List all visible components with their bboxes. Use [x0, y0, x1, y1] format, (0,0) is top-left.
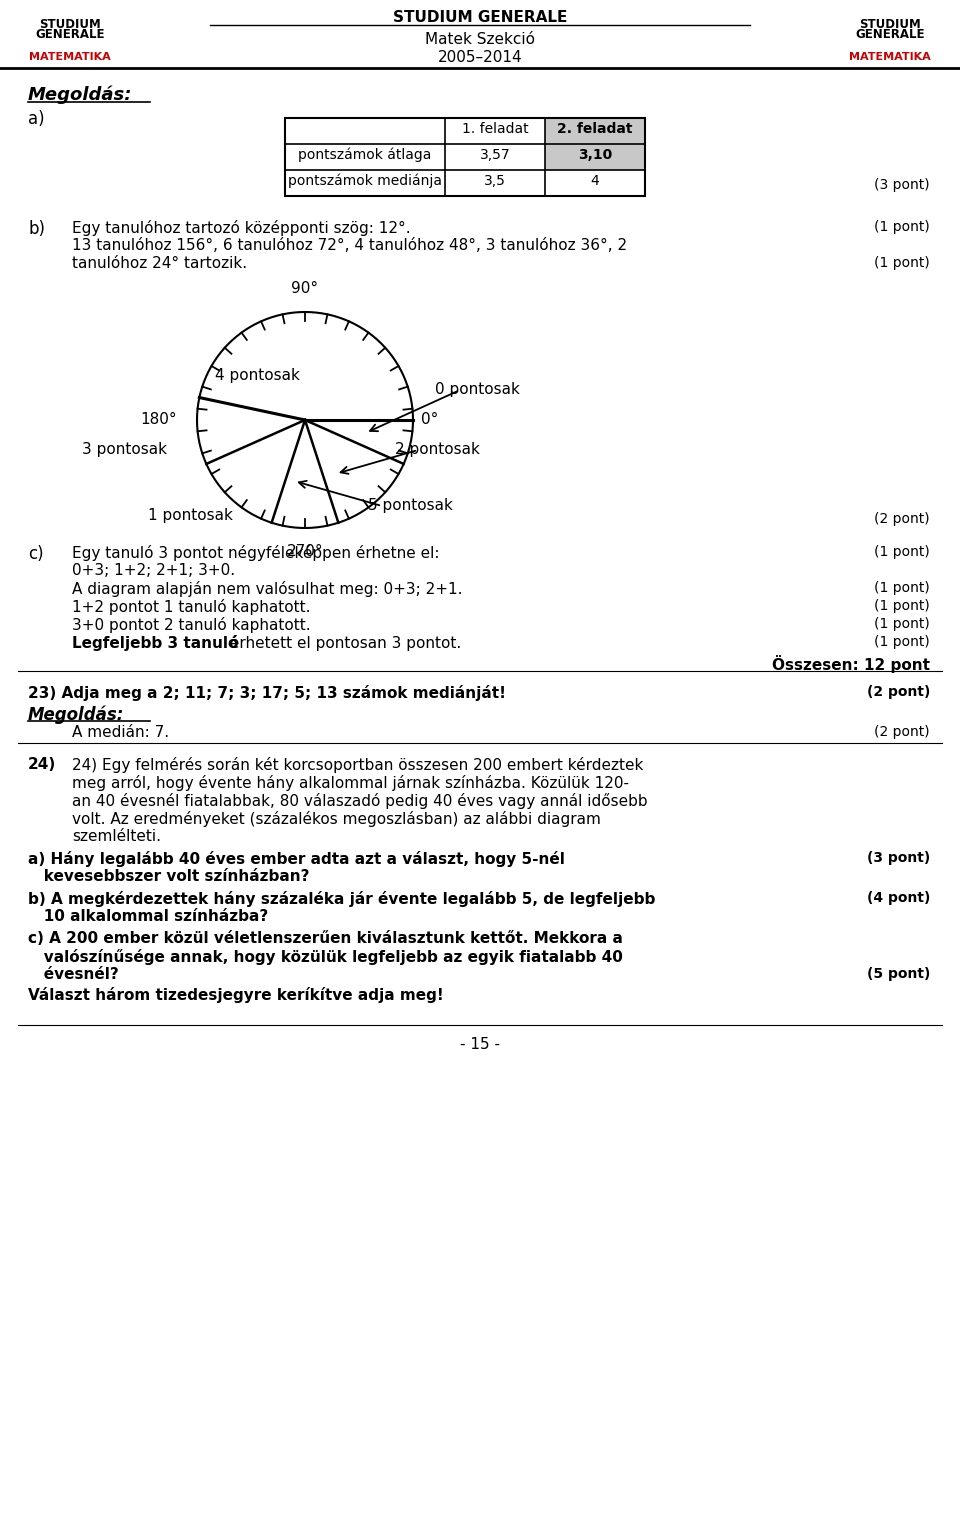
Text: tanulóhoz 24° tartozik.: tanulóhoz 24° tartozik.: [72, 256, 247, 271]
Text: érhetett el pontosan 3 pontot.: érhetett el pontosan 3 pontot.: [225, 635, 461, 651]
Text: (3 pont): (3 pont): [867, 851, 930, 865]
Bar: [545, 118, 645, 144]
Text: 0+3; 1+2; 2+1; 3+0.: 0+3; 1+2; 2+1; 3+0.: [72, 564, 235, 579]
Text: Egy tanuló 3 pontot négyféleképpen érhetne el:: Egy tanuló 3 pontot négyféleképpen érhet…: [72, 545, 440, 561]
Text: 1. feladat: 1. feladat: [462, 123, 528, 136]
Bar: [285, 118, 645, 195]
Text: 24): 24): [28, 758, 57, 773]
Text: 2 pontosak: 2 pontosak: [395, 442, 480, 458]
Text: Matek Szekció: Matek Szekció: [425, 32, 535, 47]
Text: (4 pont): (4 pont): [867, 891, 930, 904]
Text: 3,57: 3,57: [480, 148, 511, 162]
Text: GENERALE: GENERALE: [36, 27, 105, 41]
Text: 4 pontosak: 4 pontosak: [215, 368, 300, 383]
Text: Megoldás:: Megoldás:: [28, 85, 132, 103]
Text: (1 pont): (1 pont): [875, 617, 930, 632]
Text: 1+2 pontot 1 tanuló kaphatott.: 1+2 pontot 1 tanuló kaphatott.: [72, 598, 310, 615]
Text: valószínűsége annak, hogy közülük legfeljebb az egyik fiatalabb 40: valószínűsége annak, hogy közülük legfel…: [28, 948, 623, 965]
Text: Egy tanulóhoz tartozó középponti szög: 12°.: Egy tanulóhoz tartozó középponti szög: 1…: [72, 220, 411, 236]
Text: (5 pont): (5 pont): [867, 967, 930, 982]
Text: (1 pont): (1 pont): [875, 220, 930, 233]
Bar: [545, 144, 645, 170]
Text: 90°: 90°: [292, 280, 319, 295]
Text: 10 alkalommal színházba?: 10 alkalommal színházba?: [28, 909, 268, 924]
Text: 3,5: 3,5: [484, 174, 506, 188]
Text: (1 pont): (1 pont): [875, 598, 930, 614]
Text: 24) Egy felmérés során két korcsoportban összesen 200 embert kérdeztek: 24) Egy felmérés során két korcsoportban…: [72, 758, 643, 773]
Text: szemlélteti.: szemlélteti.: [72, 829, 161, 844]
Text: 2005–2014: 2005–2014: [438, 50, 522, 65]
Text: Összesen: 12 pont: Összesen: 12 pont: [772, 654, 930, 673]
Text: 4: 4: [590, 174, 599, 188]
Text: (1 pont): (1 pont): [875, 545, 930, 559]
Text: 1 pontosak: 1 pontosak: [148, 508, 232, 523]
Text: 13 tanulóhoz 156°, 6 tanulóhoz 72°, 4 tanulóhoz 48°, 3 tanulóhoz 36°, 2: 13 tanulóhoz 156°, 6 tanulóhoz 72°, 4 ta…: [72, 238, 627, 253]
Text: c): c): [28, 545, 43, 564]
Text: 3,10: 3,10: [578, 148, 612, 162]
Text: GENERALE: GENERALE: [855, 27, 924, 41]
Text: (2 pont): (2 pont): [867, 685, 930, 698]
Text: MATEMATIKA: MATEMATIKA: [850, 52, 931, 62]
Text: STUDIUM: STUDIUM: [859, 18, 921, 30]
Text: pontszámok mediánja: pontszámok mediánja: [288, 174, 442, 188]
Text: a) Hány legalább 40 éves ember adta azt a választ, hogy 5-nél: a) Hány legalább 40 éves ember adta azt …: [28, 851, 564, 867]
Text: A medián: 7.: A medián: 7.: [72, 726, 169, 739]
Text: 180°: 180°: [140, 412, 177, 427]
Text: Legfeljebb 3 tanuló: Legfeljebb 3 tanuló: [72, 635, 238, 651]
Text: c) A 200 ember közül véletlenszerűen kiválasztunk kettőt. Mekkora a: c) A 200 ember közül véletlenszerűen kiv…: [28, 932, 623, 945]
Text: 270°: 270°: [287, 544, 324, 559]
Text: b): b): [28, 220, 45, 238]
Text: (1 pont): (1 pont): [875, 635, 930, 648]
Text: évesnél?: évesnél?: [28, 967, 119, 982]
Text: - 15 -: - 15 -: [460, 1036, 500, 1051]
Text: b) A megkérdezettek hány százaléka jár évente legalább 5, de legfeljebb: b) A megkérdezettek hány százaléka jár é…: [28, 891, 656, 907]
Text: 0 pontosak: 0 pontosak: [435, 382, 520, 397]
Text: 2. feladat: 2. feladat: [557, 123, 633, 136]
Text: a): a): [28, 111, 44, 127]
Text: STUDIUM GENERALE: STUDIUM GENERALE: [393, 11, 567, 26]
Text: Megoldás:: Megoldás:: [28, 704, 125, 724]
Text: meg arról, hogy évente hány alkalommal járnak színházba. Közülük 120-: meg arról, hogy évente hány alkalommal j…: [72, 776, 629, 791]
Text: MATEMATIKA: MATEMATIKA: [29, 52, 110, 62]
Text: (2 pont): (2 pont): [875, 512, 930, 526]
Text: (1 pont): (1 pont): [875, 580, 930, 595]
Text: pontszámok átlaga: pontszámok átlaga: [299, 148, 432, 162]
Text: 3+0 pontot 2 tanuló kaphatott.: 3+0 pontot 2 tanuló kaphatott.: [72, 617, 311, 633]
Text: 5 pontosak: 5 pontosak: [368, 498, 453, 514]
Text: 0°: 0°: [421, 412, 439, 427]
Text: A diagram alapján nem valósulhat meg: 0+3; 2+1.: A diagram alapján nem valósulhat meg: 0+…: [72, 580, 463, 597]
Text: Választ három tizedesjegyre keríkítve adja meg!: Választ három tizedesjegyre keríkítve ad…: [28, 986, 444, 1003]
Text: (1 pont): (1 pont): [875, 256, 930, 270]
Text: 23) Adja meg a 2; 11; 7; 3; 17; 5; 13 számok mediánját!: 23) Adja meg a 2; 11; 7; 3; 17; 5; 13 sz…: [28, 685, 506, 701]
Text: STUDIUM: STUDIUM: [39, 18, 101, 30]
Text: 3 pontosak: 3 pontosak: [82, 442, 167, 458]
Text: (2 pont): (2 pont): [875, 726, 930, 739]
Text: kevesebbszer volt színházban?: kevesebbszer volt színházban?: [28, 870, 309, 883]
Text: an 40 évesnél fiatalabbak, 80 válaszadó pedig 40 éves vagy annál idősebb: an 40 évesnél fiatalabbak, 80 válaszadó …: [72, 792, 648, 809]
Text: (3 pont): (3 pont): [875, 177, 930, 192]
Text: volt. Az eredményeket (százalékos megoszlásban) az alábbi diagram: volt. Az eredményeket (százalékos megosz…: [72, 811, 601, 827]
